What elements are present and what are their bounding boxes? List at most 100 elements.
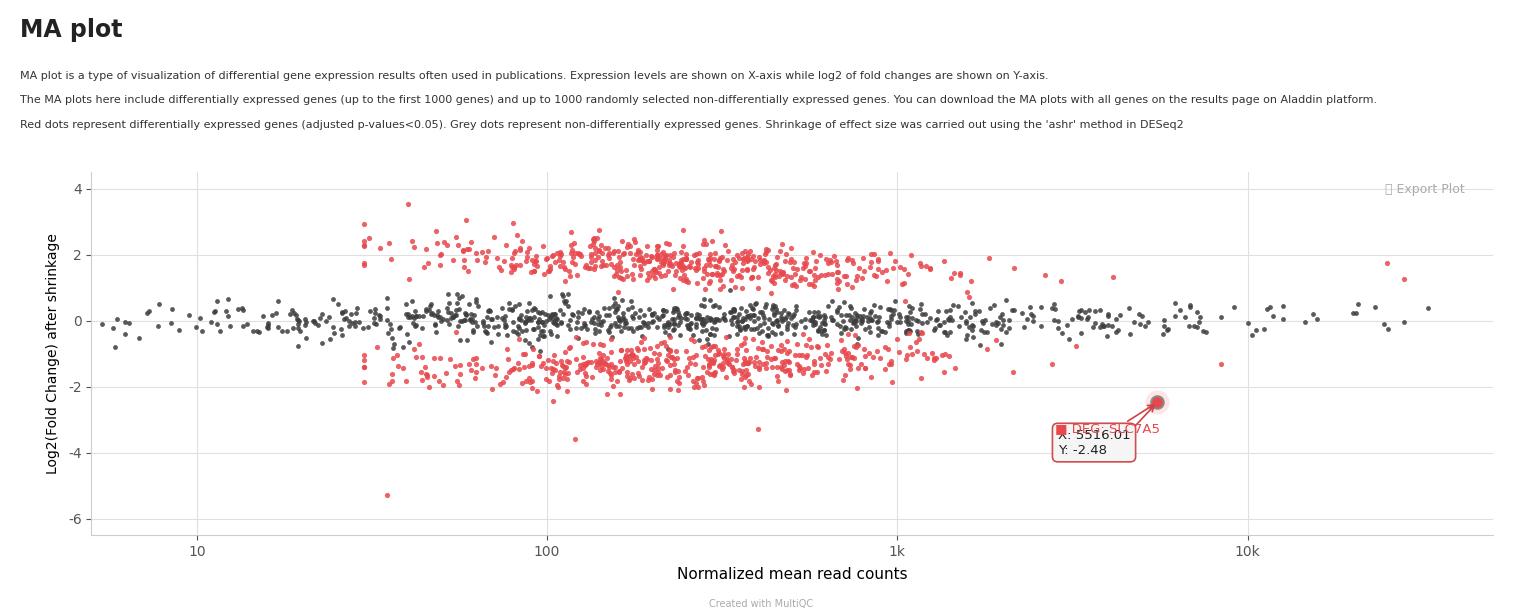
Point <box>241 327 265 336</box>
Point <box>644 322 669 332</box>
Point <box>921 325 946 335</box>
Point <box>583 328 608 338</box>
Point <box>973 315 998 325</box>
Point <box>684 266 708 276</box>
Point <box>390 363 414 373</box>
Point <box>620 349 644 359</box>
Point <box>487 262 512 272</box>
Point <box>611 308 635 318</box>
Point <box>691 239 716 248</box>
Point <box>772 344 797 354</box>
Point <box>1087 322 1112 331</box>
Point <box>691 381 716 391</box>
Point <box>710 365 734 375</box>
Point <box>710 226 734 236</box>
Point <box>714 331 739 341</box>
Point <box>1363 302 1387 312</box>
Point <box>565 317 589 327</box>
Point <box>656 350 681 360</box>
Point <box>583 324 608 334</box>
Point <box>589 256 614 266</box>
Point <box>742 323 766 333</box>
Point <box>518 377 542 387</box>
Point <box>755 330 780 340</box>
Point <box>666 366 690 376</box>
Point <box>737 357 762 367</box>
Point <box>865 264 889 274</box>
Point <box>452 263 477 272</box>
Text: ⤓ Export Plot: ⤓ Export Plot <box>1384 183 1465 196</box>
Point <box>571 376 595 386</box>
Point <box>783 279 807 288</box>
Point <box>458 315 483 325</box>
Point <box>673 274 698 284</box>
Point <box>225 304 250 314</box>
Point <box>595 389 620 399</box>
Point <box>701 357 725 367</box>
Point <box>461 327 486 337</box>
Point <box>865 346 889 356</box>
Point <box>1092 321 1116 331</box>
Point <box>765 265 789 275</box>
Point <box>903 315 928 325</box>
Point <box>608 315 632 325</box>
Point <box>507 314 532 323</box>
Point <box>495 330 519 340</box>
Point <box>731 359 755 369</box>
Point <box>428 353 452 363</box>
Point <box>673 253 698 263</box>
Point <box>719 275 743 285</box>
Point <box>602 381 626 391</box>
Point <box>684 378 708 388</box>
Point <box>137 306 161 315</box>
Point <box>839 352 864 362</box>
Point <box>615 371 640 381</box>
Point <box>669 255 693 265</box>
Point <box>829 335 853 345</box>
Point <box>544 319 568 328</box>
Point <box>669 247 693 256</box>
Point <box>443 232 468 242</box>
Point <box>873 365 897 375</box>
Point <box>793 258 818 268</box>
Point <box>707 361 731 371</box>
Point <box>522 259 547 269</box>
Point <box>830 346 854 356</box>
Point <box>832 325 856 335</box>
Point <box>672 275 696 285</box>
Point <box>500 266 524 276</box>
Point <box>1081 322 1106 332</box>
Point <box>1069 306 1094 315</box>
Point <box>589 261 614 271</box>
Point <box>231 304 256 314</box>
Point <box>560 257 585 267</box>
Point <box>532 269 556 279</box>
Point <box>498 260 522 270</box>
Point <box>452 308 477 318</box>
Point <box>321 328 346 338</box>
Point <box>725 317 749 327</box>
Point <box>608 389 632 399</box>
Point <box>883 256 908 266</box>
Point <box>644 267 669 277</box>
Point <box>693 351 717 361</box>
Point <box>440 255 465 265</box>
Point <box>609 266 634 276</box>
Point <box>1164 312 1188 322</box>
Point <box>813 255 838 264</box>
Point <box>594 260 618 270</box>
Point <box>565 248 589 258</box>
Point <box>414 369 439 379</box>
Point <box>720 260 745 270</box>
Point <box>841 258 865 268</box>
Point <box>1040 359 1065 368</box>
Point <box>396 312 420 322</box>
Point <box>934 306 958 316</box>
Point <box>492 256 516 266</box>
Point <box>503 301 527 311</box>
Point <box>676 370 701 380</box>
Point <box>495 344 519 354</box>
Point <box>608 256 632 266</box>
Point <box>643 264 667 274</box>
Point <box>623 308 647 318</box>
